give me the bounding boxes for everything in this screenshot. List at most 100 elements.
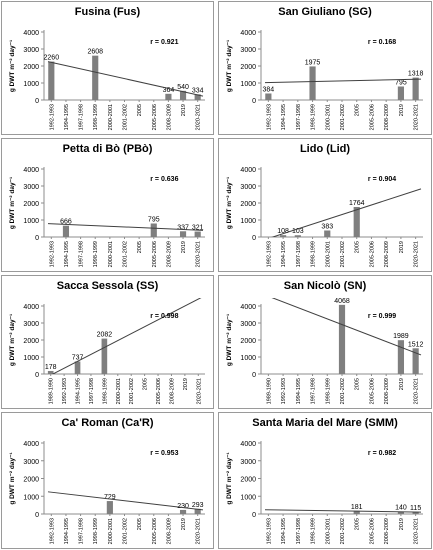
x-tick-label: 2005-2006 [156,378,162,404]
bar [397,511,405,514]
x-tick-label: 2020-2021 [414,518,420,544]
x-tick-label: 1994-1995 [281,104,287,130]
y-tick-label: 1000 [23,494,39,501]
bar [412,348,419,374]
y-tick-label: 4000 [23,304,39,311]
x-tick-label: 2005 [137,241,143,253]
y-tick-label: 1000 [240,218,256,225]
x-tick-label: 2000-2001 [325,518,331,544]
bar [265,93,272,100]
bar [309,66,316,100]
x-tick-label: 1994-1995 [64,518,70,544]
x-tick-label: 1997-1998 [311,378,317,404]
y-tick-label: 2000 [240,477,256,484]
chart-plot: 0 1000 2000 3000 4000 g DWT m⁻² day⁻¹ 1992-199… [9,167,205,267]
x-tick-label: 1997-1998 [79,104,85,130]
x-tick-label: 1994-1995 [281,241,287,267]
y-tick-label: 1000 [23,218,39,225]
trend-line [51,298,202,374]
y-tick-label: 3000 [23,459,39,466]
x-tick-label: 2005-2006 [152,241,158,267]
data-label: 737 [72,354,84,361]
x-tick-label: 2001-2002 [123,104,129,130]
y-axis-label: g DWT m⁻² day⁻¹ [9,314,16,366]
chart-title: Fusina (Fus) [74,6,141,18]
y-axis-label: g DWT m⁻² day⁻¹ [9,40,16,92]
x-tick-label: 2001-2002 [340,378,346,404]
x-tick-label: 1998-1999 [93,104,99,130]
bar [179,509,187,514]
y-tick-label: 0 [252,372,256,379]
trend-line [264,509,422,513]
chart-title: Lido (Lid) [299,143,351,155]
chart-plot: 0 1000 2000 3000 4000 g DWT m⁻² day⁻¹ 1992-199… [226,30,424,130]
data-label: 383 [321,223,333,230]
x-tick-label: 2001-2002 [340,241,346,267]
x-tick-label: 2008-2009 [166,241,172,267]
x-tick-label: 2000-2001 [325,241,331,267]
y-axis-label: g DWT m⁻² day⁻¹ [226,40,233,92]
x-tick-label: 2005 [355,241,361,253]
data-label: 181 [351,504,363,511]
y-axis-label: g DWT m⁻² day⁻¹ [226,314,233,366]
x-tick-label: 2020-2021 [414,378,420,404]
bar [353,510,360,514]
bar [101,338,108,374]
y-tick-label: 1000 [240,355,256,362]
x-tick-label: 2005 [137,518,143,530]
x-tick-label: 1998-1999 [311,518,317,544]
bar [279,235,287,237]
x-tick-label: 1997-1998 [89,378,95,404]
x-tick-label: 1994-1995 [64,241,70,267]
chart-title: San Nicolò (SN) [283,280,367,292]
x-tick-label: 2008-2009 [166,518,172,544]
x-tick-label: 2005-2006 [369,378,375,404]
bar [106,501,113,514]
x-tick-label: 2000-2001 [108,241,114,267]
y-tick-label: 3000 [23,47,39,54]
data-label: 1318 [408,71,424,78]
bar [397,86,405,100]
x-tick-label: 2020-2021 [414,104,420,130]
data-label: 334 [192,87,204,94]
data-label: 666 [60,219,72,226]
data-label: 540 [177,84,189,91]
x-tick-label: 1998-1999 [325,378,331,404]
data-label: 321 [192,225,204,232]
y-tick-label: 0 [35,512,39,519]
x-tick-label: 2020-2021 [196,378,202,404]
bar [338,304,346,374]
y-tick-label: 3000 [240,184,256,191]
x-tick-label: 1994-1995 [281,518,287,544]
bar [92,55,99,100]
x-tick-label: 1994-1995 [296,378,302,404]
y-tick-label: 0 [252,512,256,519]
correlation-annotation: r = 0.921 [150,39,178,46]
correlation-annotation: r = 0.636 [150,176,178,183]
y-tick-label: 1000 [240,81,256,88]
data-label: 337 [177,224,189,231]
bar [48,61,55,100]
bar [324,230,331,237]
data-label: 293 [192,502,204,509]
x-tick-label: 2001-2002 [340,104,346,130]
bar [412,77,419,100]
y-tick-label: 2000 [240,64,256,71]
y-axis-label: g DWT m⁻² day⁻¹ [226,452,233,504]
x-tick-label: 2001-2002 [129,378,135,404]
trend-line [47,491,204,511]
x-tick-label: 2000-2001 [116,378,122,404]
x-tick-label: 2000-2001 [108,104,114,130]
x-tick-label: 1998-1999 [102,378,108,404]
trend-line [264,78,422,84]
y-tick-label: 2000 [23,64,39,71]
y-tick-label: 0 [35,235,39,242]
x-tick-label: 1997-1998 [79,518,85,544]
trend-line [271,188,422,237]
x-tick-label: 2001-2002 [123,518,129,544]
chart-plot: 0 1000 2000 3000 4000 g DWT m⁻² day⁻¹ 1992-199… [226,441,423,544]
chart-panel-fusina: Fusina (Fus) 0 1000 2000 3000 4000 g DWT m⁻² … [1,1,214,135]
x-tick-label: 1992-1993 [266,104,272,130]
bar [47,370,54,374]
x-tick-label: 2005-2006 [152,518,158,544]
